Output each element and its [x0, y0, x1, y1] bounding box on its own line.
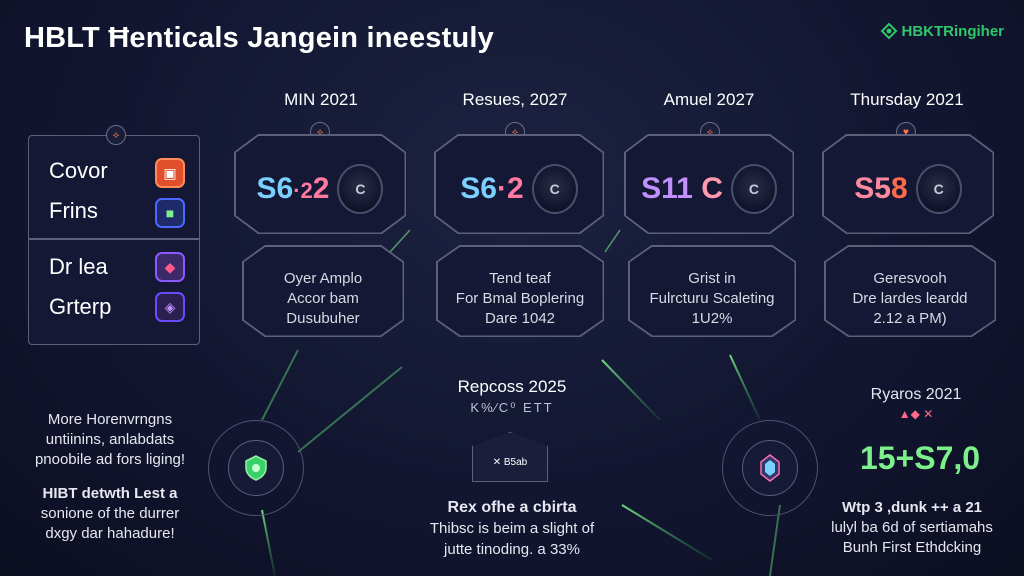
page-title: HBLT Ħenticals Jangein ineestuly [24, 22, 494, 54]
price-value-2: S6·2 [460, 171, 524, 205]
right-heading: Ryaros 2021 [870, 386, 962, 403]
center-line-3: jutte tinoding. a 33% [444, 541, 580, 558]
left-note-1-line-2: untiinins, anlabdats [45, 431, 175, 448]
right-note-line-2: lulyl ba 6d of sertiamahs [831, 519, 993, 536]
app-icon-1[interactable]: ▣ [155, 158, 185, 188]
app-icon-3[interactable]: ◆ [155, 252, 185, 282]
info-card-4: Geresvooh Dre lardes leardd 2.12 a PM) [824, 245, 996, 337]
price-value-4: S58 [854, 171, 908, 205]
brand-logo: HBKTRingiher [880, 22, 1005, 40]
left-panel-item-1[interactable]: Covor [49, 158, 108, 183]
left-note-1-line-1: More Horenvrngns [47, 411, 173, 428]
left-note-1-line-3: pnoobile ad fors liging! [34, 451, 186, 468]
info-card-1-line-3: Dusubuher [286, 309, 360, 327]
coin-icon-3: C [730, 163, 777, 214]
left-note-2-line-3: dxgy dar hahadure! [45, 525, 175, 542]
info-card-1: Oyer Amplo Accor bam Dusubuher [242, 245, 404, 337]
info-card-2-line-1: Tend teaf [489, 269, 551, 287]
info-card-2: Tend teaf For Bmal Boplering Dare 1042 [436, 245, 604, 337]
column-heading-3: Amuel 2027 [663, 90, 755, 109]
info-card-1-line-1: Oyer Amplo [283, 269, 363, 287]
info-card-2-line-2: For Bmal Boplering [455, 289, 585, 307]
left-note-1: More Horenvrngns untiinins, anlabdats pn… [22, 410, 198, 470]
center-badge-label: ✕ B5ab [492, 457, 528, 468]
app-icon-2[interactable]: ■ [155, 198, 185, 228]
left-panel-item-2[interactable]: Frins [49, 198, 98, 223]
brand-name: HBKTRingiher [901, 22, 1005, 40]
shield-icon [245, 455, 267, 481]
price-card-1: S6·22 C [234, 134, 406, 234]
brand-mark-icon [880, 22, 897, 40]
left-panel-item-4[interactable]: Grterp [49, 294, 112, 319]
info-card-3-line-3: 1U2% [691, 309, 733, 327]
right-note-line-3: Bunh First Ethdcking [842, 539, 982, 556]
left-note-2-line-2: sonione of the durrer [40, 505, 180, 522]
info-card-4-line-1: Geresvooh [873, 269, 947, 287]
column-heading-1: MIN 2021 [284, 90, 358, 109]
price-card-3: S11 C C [624, 134, 794, 234]
center-title: Repcoss 2025 [457, 377, 567, 396]
right-ring [722, 420, 818, 516]
column-heading-2: Resues, 2027 [462, 90, 568, 109]
right-note-line-1: Wtp 3 ,dunk ++ a 21 [841, 499, 983, 516]
column-heading-4: Thursday 2021 [850, 90, 964, 109]
left-ring [208, 420, 304, 516]
info-card-2-line-3: Dare 1042 [484, 309, 556, 327]
gem-icon [760, 454, 780, 482]
right-value: 15+S7,0 [859, 440, 981, 476]
left-ring-core[interactable] [228, 440, 284, 496]
price-value-1: S6·22 [256, 171, 330, 205]
right-note: Wtp 3 ,dunk ++ a 21 lulyl ba 6d of serti… [812, 498, 1012, 558]
coin-icon-1: C [337, 163, 384, 214]
left-panel-node-icon: ⟡ [106, 125, 126, 145]
left-note-2-line-1: HIBT detwth Lest a [42, 485, 178, 502]
left-panel-item-3[interactable]: Dr lea [49, 254, 108, 279]
info-card-3-line-1: Grist in [688, 269, 736, 287]
left-panel-divider [29, 238, 199, 240]
coin-icon-4: C [915, 163, 962, 214]
price-card-2: S6·2 C [434, 134, 604, 234]
center-heading: Rex ofhe a cbirta [447, 499, 577, 516]
info-card-4-line-3: 2.12 a PM) [873, 309, 947, 327]
coin-icon-2: C [531, 163, 578, 214]
price-card-4: S58 C [822, 134, 994, 234]
right-ring-core[interactable] [742, 440, 798, 496]
info-card-3-line-2: Fulrcturu Scaleting [649, 289, 775, 307]
info-card-3: Grist in Fulrcturu Scaleting 1U2% [628, 245, 796, 337]
left-note-2: HIBT detwth Lest a sonione of the durrer… [22, 484, 198, 544]
center-line-2: Thibsc is beim a slight of [429, 520, 595, 537]
info-card-1-line-2: Accor bam [287, 289, 359, 307]
center-subtitle: K%⁄C⁰ ETT [470, 400, 554, 415]
right-subheading: ▲◆ ✕ [898, 407, 934, 421]
app-icon-4[interactable]: ◈ [155, 292, 185, 322]
left-panel: Covor ▣ Frins ■ Dr lea ◆ Grterp ◈ [28, 135, 200, 345]
info-card-4-line-2: Dre lardes leardd [852, 289, 968, 307]
price-value-3: S11 C [641, 171, 723, 205]
